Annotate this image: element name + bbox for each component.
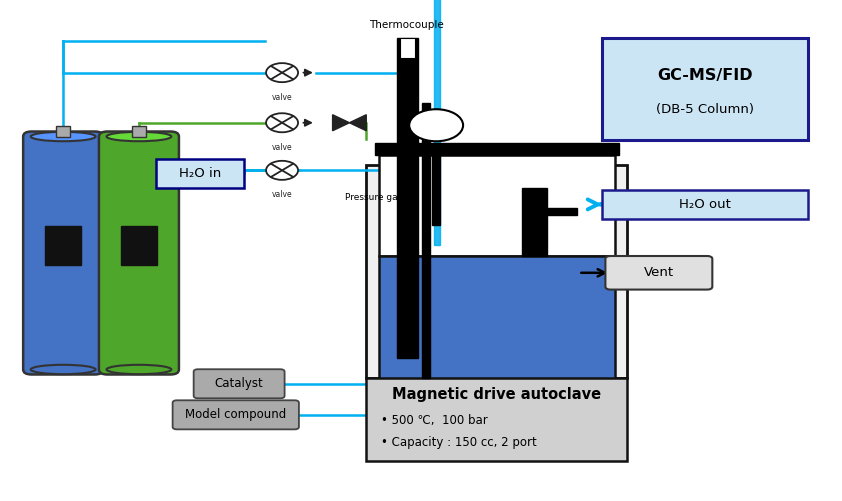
- FancyBboxPatch shape: [23, 132, 103, 375]
- Bar: [132, 126, 146, 137]
- Bar: [547, 208, 577, 215]
- Circle shape: [266, 63, 298, 82]
- Text: (DB-5 Column): (DB-5 Column): [656, 103, 754, 116]
- Text: Pressure gauge: Pressure gauge: [344, 193, 414, 202]
- Bar: [379, 155, 615, 256]
- Text: H₂O in: H₂O in: [179, 167, 221, 180]
- Text: valve: valve: [272, 143, 292, 152]
- Text: GC-MS/FID: GC-MS/FID: [658, 68, 753, 83]
- Bar: [120, 226, 157, 265]
- Text: • Capacity : 150 cc, 2 port: • Capacity : 150 cc, 2 port: [381, 436, 537, 449]
- Text: H₂O out: H₂O out: [679, 198, 731, 211]
- Circle shape: [266, 161, 298, 180]
- Bar: [522, 188, 547, 256]
- Bar: [422, 103, 430, 378]
- Bar: [156, 159, 244, 188]
- Text: valve: valve: [272, 93, 292, 102]
- Bar: [375, 143, 619, 155]
- Text: Model compound: Model compound: [185, 408, 286, 421]
- Bar: [366, 165, 627, 378]
- Ellipse shape: [30, 132, 96, 141]
- Text: Vent: Vent: [644, 267, 674, 279]
- Text: • 500 ℃,  100 bar: • 500 ℃, 100 bar: [381, 414, 488, 427]
- Bar: [400, 38, 415, 58]
- Text: Catalyst: Catalyst: [215, 377, 264, 390]
- FancyBboxPatch shape: [99, 132, 179, 375]
- Text: valve: valve: [272, 190, 292, 199]
- Bar: [366, 378, 627, 461]
- Ellipse shape: [106, 365, 172, 374]
- Bar: [432, 145, 440, 225]
- FancyBboxPatch shape: [194, 369, 285, 398]
- Text: Thermocouple: Thermocouple: [370, 20, 444, 30]
- Bar: [602, 38, 808, 140]
- FancyBboxPatch shape: [173, 400, 299, 429]
- Bar: [397, 38, 418, 358]
- Polygon shape: [333, 115, 349, 131]
- Bar: [602, 190, 808, 219]
- Bar: [434, 0, 440, 245]
- Ellipse shape: [106, 132, 172, 141]
- Bar: [56, 126, 70, 137]
- Circle shape: [409, 109, 463, 141]
- Bar: [45, 226, 82, 265]
- FancyBboxPatch shape: [605, 256, 712, 290]
- Text: Magnetic drive autoclave: Magnetic drive autoclave: [392, 387, 601, 402]
- Circle shape: [266, 113, 298, 132]
- Ellipse shape: [30, 365, 96, 374]
- Polygon shape: [349, 115, 366, 131]
- Bar: [379, 256, 615, 401]
